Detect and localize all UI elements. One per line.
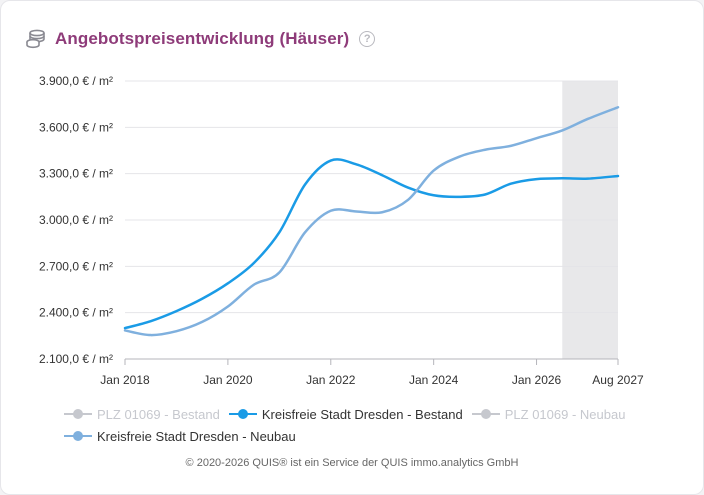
help-icon[interactable]: ? xyxy=(359,31,376,47)
legend-symbol xyxy=(228,408,258,420)
legend-row-1: PLZ 01069 - Bestand Kreisfreie Stadt Dre… xyxy=(63,403,663,425)
legend-item-plz-bestand[interactable]: PLZ 01069 - Bestand xyxy=(63,407,220,422)
x-tick-label: Jan 2020 xyxy=(203,373,253,387)
x-tick-label: Jan 2022 xyxy=(306,373,356,387)
x-tick-label: Jan 2024 xyxy=(409,373,459,387)
legend-label: Kreisfreie Stadt Dresden - Neubau xyxy=(97,428,296,444)
series-line-dresden-neubau xyxy=(123,106,620,337)
legend-label: Kreisfreie Stadt Dresden - Bestand xyxy=(261,406,463,422)
legend-symbol xyxy=(471,408,501,420)
y-tick-label: 3.300,0 € / m² xyxy=(39,167,113,181)
legend-symbol xyxy=(63,430,93,442)
x-tick-label: Jan 2018 xyxy=(100,373,150,387)
legend-item-dresden-bestand[interactable]: Kreisfreie Stadt Dresden - Bestand xyxy=(228,407,463,422)
y-tick-label: 3.600,0 € / m² xyxy=(39,120,113,134)
y-tick-label: 2.400,0 € / m² xyxy=(39,306,113,320)
y-tick-label: 2.100,0 € / m² xyxy=(39,352,113,366)
legend-item-dresden-neubau[interactable]: Kreisfreie Stadt Dresden - Neubau xyxy=(63,429,296,444)
legend-label: PLZ 01069 - Neubau xyxy=(504,406,626,422)
legend-row-2: Kreisfreie Stadt Dresden - Neubau xyxy=(63,425,663,447)
y-tick-label: 3.000,0 € / m² xyxy=(39,213,113,227)
x-tick-label: Jan 2026 xyxy=(512,373,562,387)
legend-label: PLZ 01069 - Bestand xyxy=(97,406,220,422)
legend-item-plz-neubau[interactable]: PLZ 01069 - Neubau xyxy=(471,406,626,422)
chart-legend: PLZ 01069 - Bestand Kreisfreie Stadt Dre… xyxy=(63,403,663,447)
legend-symbol xyxy=(63,408,93,420)
x-tick-label: Aug 2027 xyxy=(592,373,644,387)
line-chart: 2.100,0 € / m² 2.400,0 € / m² 2.700,0 € / … xyxy=(39,74,644,387)
card-header: Angebotspreisentwicklung (Häuser) ? xyxy=(25,27,376,51)
series-line-dresden-bestand xyxy=(123,158,620,330)
copyright-footer: © 2020-2026 QUIS® ist ein Service der QU… xyxy=(185,457,519,469)
y-tick-label: 3.900,0 € / m² xyxy=(39,74,113,88)
y-tick-label: 2.700,0 € / m² xyxy=(39,259,113,273)
coins-icon xyxy=(26,29,45,49)
chart-title: Angebotspreisentwicklung (Häuser) xyxy=(55,29,350,48)
